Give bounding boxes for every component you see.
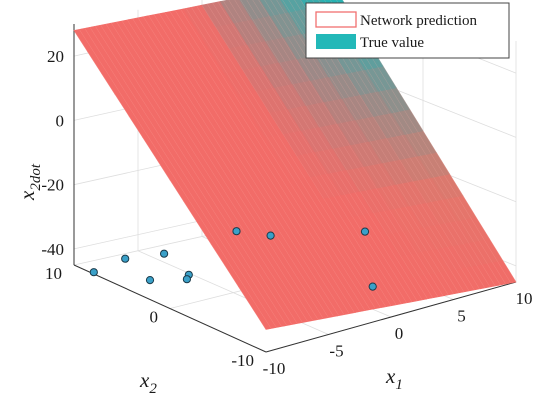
surface-mesh-line <box>252 0 439 297</box>
scatter-point <box>266 231 275 240</box>
tick-labels: -40 -20 0 20 -10 -5 0 5 10 -10 0 10 <box>41 47 532 378</box>
surface-mesh-line <box>73 30 267 330</box>
scatter-points <box>89 227 377 291</box>
surface-mesh-line <box>84 28 277 328</box>
surface-mesh-line <box>153 14 345 315</box>
surface-patch <box>239 0 271 20</box>
x-axis-line <box>265 281 517 353</box>
surface-mesh-line <box>169 11 360 312</box>
surface-mesh-line <box>95 26 287 326</box>
surface-plot <box>73 0 517 330</box>
surface-mesh-line <box>196 6 386 307</box>
x-tick-label: 0 <box>395 324 404 343</box>
surface-mesh-line <box>185 8 376 309</box>
y-tick-label: 0 <box>150 308 159 327</box>
surface-mesh-line <box>148 15 340 316</box>
surface-mesh-line <box>228 0 418 301</box>
surface-mesh-line <box>212 2 402 304</box>
scatter-point <box>182 275 191 284</box>
surface-mesh-line <box>207 4 397 305</box>
y-axis-label: x2 <box>139 368 157 397</box>
surface-mesh-line <box>223 0 412 302</box>
surface-mesh-line <box>143 16 334 317</box>
surface-mesh-line <box>217 1 407 303</box>
surface-mesh-line <box>240 0 428 299</box>
surface-mesh-line <box>121 20 314 321</box>
surface-mesh-line <box>79 29 272 329</box>
y-tick-label: -10 <box>231 351 254 370</box>
surface-patch <box>260 0 289 17</box>
surface-mesh-line <box>100 25 293 325</box>
scatter-point <box>121 254 130 263</box>
scatter-point <box>232 227 241 236</box>
x-tick-label: -10 <box>263 359 286 378</box>
legend-swatch-true <box>316 34 356 49</box>
surface-mesh-line <box>270 0 454 294</box>
legend-label-prediction: Network prediction <box>360 13 478 29</box>
surface-mesh-line <box>89 27 282 327</box>
surface-mesh-line <box>246 0 433 298</box>
surface-mesh-line <box>180 9 371 310</box>
surface-patch <box>219 0 253 24</box>
legend: Network prediction True value <box>305 2 510 59</box>
x-tick-label: 10 <box>516 289 533 308</box>
surface-mesh-line <box>111 23 303 323</box>
z-tick-label: -40 <box>41 240 64 259</box>
x-tick-label: 5 <box>457 307 466 326</box>
surface-mesh-line <box>164 12 355 313</box>
surface-mesh-line <box>127 19 319 320</box>
z-axis-label: x2dot <box>15 163 44 201</box>
surface-mesh-line <box>132 18 324 319</box>
scatter-point <box>160 249 169 258</box>
surface-mesh-line <box>137 17 329 318</box>
surface-mesh-line <box>276 0 459 293</box>
surface-patch <box>280 0 308 13</box>
surface-mesh-line <box>264 0 449 295</box>
z-tick-label: -20 <box>41 176 64 195</box>
surface-mesh-line <box>201 5 392 306</box>
scatter-point <box>145 276 155 285</box>
x-tick-label: -5 <box>329 342 343 361</box>
z-tick-label: 0 <box>56 111 65 130</box>
surface-mesh-line <box>175 10 366 311</box>
z-tick-label: 20 <box>47 47 64 66</box>
surface-mesh-line <box>258 0 444 296</box>
surface-mesh-line <box>116 21 308 322</box>
x-axis-label: x1 <box>385 364 403 393</box>
surface-mesh-line <box>159 13 350 314</box>
surface-mesh-line <box>234 0 423 300</box>
scatter-point <box>368 282 377 291</box>
surface-mesh-line <box>105 24 298 324</box>
scatter-point <box>89 268 98 277</box>
surface-mesh-line <box>191 7 381 308</box>
y-tick-label: 10 <box>45 264 62 283</box>
scatter-point <box>360 227 370 236</box>
legend-label-true: True value <box>360 35 424 51</box>
y-axis-line <box>73 264 267 353</box>
legend-swatch-prediction <box>315 11 357 28</box>
